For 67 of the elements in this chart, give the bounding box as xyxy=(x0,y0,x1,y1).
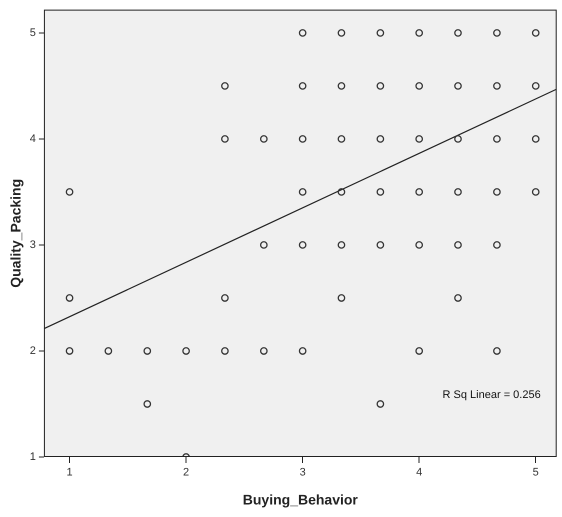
point xyxy=(260,347,268,355)
point xyxy=(493,29,501,37)
point xyxy=(104,347,112,355)
point xyxy=(493,347,501,355)
point xyxy=(454,241,462,249)
y-tick-label: 4 xyxy=(30,132,36,145)
point xyxy=(415,188,424,196)
point xyxy=(454,29,462,37)
point xyxy=(66,188,74,196)
point xyxy=(454,188,462,196)
x-tick-label: 1 xyxy=(66,466,73,479)
y-tick-label: 2 xyxy=(30,345,36,358)
x-tick-label: 2 xyxy=(183,466,190,479)
point xyxy=(493,135,501,143)
x-axis-title: Buying_Behavior xyxy=(242,491,358,508)
point xyxy=(143,400,152,408)
point xyxy=(298,29,306,37)
point xyxy=(298,135,306,143)
point xyxy=(532,82,540,90)
point xyxy=(338,29,346,37)
point xyxy=(493,82,501,90)
point xyxy=(376,400,384,408)
point xyxy=(221,347,229,355)
point xyxy=(143,347,152,355)
y-tick-label: 1 xyxy=(30,451,36,464)
point xyxy=(338,241,346,249)
point xyxy=(338,294,346,302)
point xyxy=(66,347,74,355)
point xyxy=(338,82,346,90)
point xyxy=(493,241,501,249)
point xyxy=(338,135,346,143)
point xyxy=(298,188,306,196)
point xyxy=(182,347,190,355)
point xyxy=(376,29,384,37)
y-tick-label: 3 xyxy=(30,238,36,251)
point xyxy=(415,347,424,355)
point xyxy=(376,188,384,196)
point xyxy=(221,82,229,90)
point xyxy=(415,135,424,143)
point xyxy=(532,135,540,143)
point xyxy=(298,241,306,249)
point xyxy=(260,135,268,143)
point xyxy=(532,188,540,196)
annotation: R Sq Linear = 0.256 xyxy=(442,389,541,402)
point xyxy=(493,188,501,196)
x-tick-label: 5 xyxy=(532,466,539,479)
y-axis-title: Quality_Packing xyxy=(7,178,24,288)
point xyxy=(376,135,384,143)
point xyxy=(298,347,306,355)
point xyxy=(66,294,74,302)
point xyxy=(260,241,268,249)
point xyxy=(376,241,384,249)
point xyxy=(415,82,424,90)
point xyxy=(454,82,462,90)
x-tick-label: 3 xyxy=(300,466,306,479)
point xyxy=(415,29,424,37)
point xyxy=(376,82,384,90)
point xyxy=(454,135,462,143)
x-tick-label: 4 xyxy=(416,466,422,479)
point xyxy=(415,241,424,249)
point xyxy=(221,294,229,302)
point xyxy=(338,188,346,196)
point xyxy=(532,29,540,37)
point xyxy=(298,82,306,90)
point xyxy=(221,135,229,143)
point xyxy=(454,294,462,302)
y-tick-label: 5 xyxy=(30,26,36,39)
